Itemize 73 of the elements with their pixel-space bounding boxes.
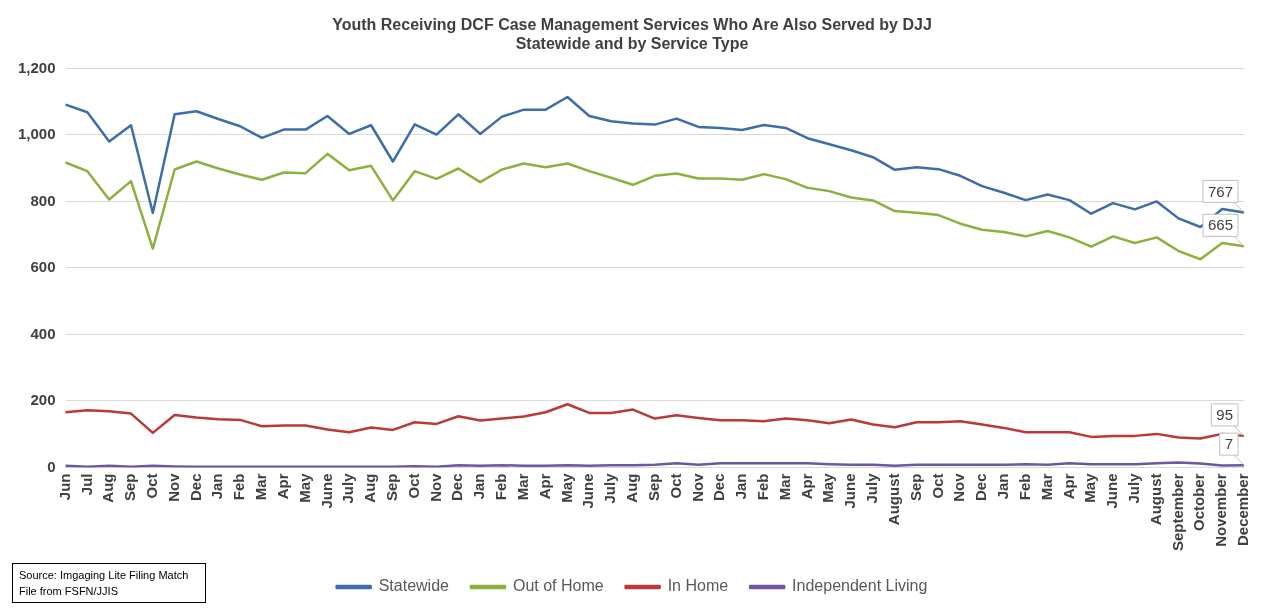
x-tick-label: Jan: [208, 473, 226, 500]
y-tick-label: 600: [30, 258, 56, 276]
x-tick-label: Dec: [186, 473, 204, 501]
chart-subtitle: Statewide and by Service Type: [515, 35, 749, 53]
x-tick-label: Nov: [688, 472, 706, 502]
x-tick-label: Feb: [754, 473, 772, 501]
x-tick-label: Jan: [732, 473, 750, 500]
x-tick-label: December: [1234, 473, 1252, 547]
x-tick-label: Mar: [252, 473, 270, 501]
x-tick-label: August: [884, 473, 902, 526]
data-label: 7: [1224, 435, 1233, 453]
data-label: 95: [1216, 406, 1233, 424]
x-tick-label: Jun: [55, 473, 73, 501]
x-tick-label: Apr: [535, 473, 553, 500]
x-tick-label: Oct: [142, 473, 160, 499]
y-tick-label: 1,200: [17, 58, 56, 76]
x-tick-label: Sep: [644, 473, 662, 501]
legend-label: In Home: [667, 577, 729, 595]
x-tick-label: October: [1190, 473, 1208, 531]
x-tick-label: Nov: [426, 472, 444, 502]
source-note: Source: Imgaging Lite Filing Match File from FSFN/JJIS: [12, 563, 206, 603]
x-tick-label: Aug: [361, 473, 379, 503]
x-tick-label: Apr: [1059, 473, 1077, 500]
x-tick-label: Nov: [950, 472, 968, 502]
x-tick-label: Jan: [470, 473, 488, 500]
x-tick-label: Mar: [513, 473, 531, 501]
x-tick-label: November: [1212, 473, 1230, 547]
y-tick-label: 1,000: [17, 125, 56, 143]
y-tick-label: 200: [30, 391, 56, 409]
x-tick-label: Mar: [1037, 473, 1055, 501]
y-tick-label: 800: [30, 191, 56, 209]
x-tick-label: July: [863, 472, 881, 504]
x-tick-label: June: [317, 473, 335, 509]
x-tick-label: May: [819, 472, 837, 503]
x-tick-label: August: [1146, 473, 1164, 526]
y-tick-label: 400: [30, 324, 56, 342]
data-label: 767: [1207, 182, 1233, 200]
x-tick-label: May: [295, 472, 313, 503]
x-tick-label: Feb: [492, 473, 510, 501]
legend-label: Statewide: [378, 577, 450, 595]
legend-label: Out of Home: [512, 577, 604, 595]
x-tick-label: Jan: [994, 473, 1012, 500]
x-tick-label: Aug: [99, 473, 117, 503]
x-tick-label: Jul: [77, 473, 95, 496]
x-tick-label: Feb: [230, 473, 248, 501]
x-tick-label: Sep: [121, 473, 139, 501]
x-tick-label: Sep: [383, 473, 401, 501]
x-tick-label: Oct: [404, 473, 422, 499]
x-tick-label: May: [557, 472, 575, 503]
x-tick-label: June: [579, 473, 597, 509]
x-tick-label: Aug: [623, 473, 641, 503]
x-tick-label: Dec: [972, 473, 990, 501]
x-tick-label: Sep: [906, 473, 924, 501]
x-tick-label: Apr: [797, 473, 815, 500]
x-tick-label: Mar: [775, 473, 793, 501]
x-tick-label: June: [1103, 473, 1121, 509]
x-tick-label: September: [1168, 473, 1186, 551]
x-tick-label: Dec: [448, 473, 466, 501]
x-tick-label: July: [601, 472, 619, 504]
x-tick-label: Nov: [164, 472, 182, 502]
data-label: 665: [1207, 216, 1233, 234]
x-tick-label: Dec: [710, 473, 728, 501]
x-tick-label: Oct: [928, 473, 946, 499]
x-tick-label: July: [1125, 472, 1143, 504]
x-tick-label: Oct: [666, 473, 684, 499]
legend-label: Independent Living: [792, 577, 928, 595]
x-tick-label: July: [339, 472, 357, 504]
x-tick-label: Apr: [273, 473, 291, 500]
x-tick-label: May: [1081, 472, 1099, 503]
y-tick-label: 0: [47, 457, 56, 475]
x-tick-label: June: [841, 473, 859, 509]
chart-title: Youth Receiving DCF Case Management Services Who Are Also Served by DJJ: [332, 16, 932, 34]
x-tick-label: Feb: [1015, 473, 1033, 501]
